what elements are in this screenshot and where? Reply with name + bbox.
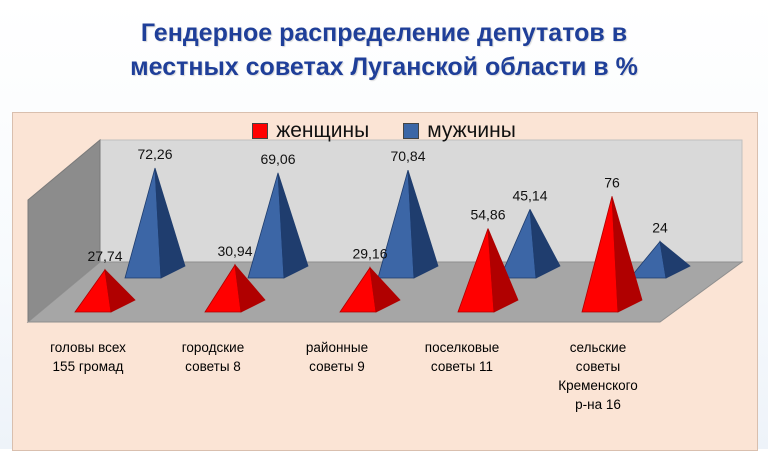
chart-title-line-2: местных советах Луганской области в % [130,53,638,81]
women-value-label-5: 76 [604,174,620,190]
women-pyramid-4 [457,228,519,313]
women-value-label-3: 29,16 [352,246,387,262]
legend-item-women: женщины [252,119,369,143]
legend-swatch-women [252,123,269,139]
men-pyramid-3-side-face [407,170,439,279]
women-pyramid-2-side-face [234,263,266,313]
category-label-5-line-2: советы [575,359,621,374]
men-pyramid-4-side-face [529,209,561,279]
men-pyramid-5-side-face [659,240,691,279]
legend-label-men: мужчины [427,119,516,142]
category-label-4-line-2: советы 11 [430,359,494,374]
category-label-2-line-2: советы 8 [185,359,241,374]
legend-item-men: мужчины [403,119,516,143]
men-value-label-5: 24 [652,219,668,235]
category-label-1-line-2: 155 громад [52,359,124,374]
men-pyramid-4 [499,209,561,279]
category-label-5-line-4: р-на 16 [575,397,621,412]
women-pyramid-2 [204,263,266,313]
men-pyramid-1-side-face [154,167,186,279]
women-pyramid-1 [74,268,136,313]
women-value-label-4: 54,86 [470,206,505,222]
category-label-3-line-2: советы 9 [309,359,365,374]
legend: женщины мужчины [0,116,768,146]
category-label-3: районные советы 9 [277,338,397,376]
category-label-2-line-1: городские [181,340,245,355]
men-pyramid-3 [377,170,439,279]
legend-swatch-men [403,123,420,139]
category-label-1: головы всех 155 громад [28,338,148,376]
men-value-label-4: 45,14 [512,187,547,203]
women-pyramid-3-side-face [369,266,401,313]
men-value-label-2: 69,06 [260,151,295,167]
category-label-5-line-1: сельские [569,340,627,355]
category-label-3-line-1: районные [305,340,369,355]
men-value-label-3: 70,84 [390,148,425,164]
category-label-4-line-1: поселковые [424,340,500,355]
category-label-4: поселковые советы 11 [402,338,522,376]
men-pyramid-2 [247,172,309,279]
men-pyramid-1 [124,167,186,279]
chart-title: Гендерное распределение депутатов в мест… [0,16,768,84]
category-label-5: сельские советы Кременского р-на 16 [538,338,658,414]
men-pyramid-2-side-face [277,172,309,279]
women-pyramid-1-side-face [104,268,136,313]
women-pyramid-4-side-face [487,228,519,313]
category-label-5-line-3: Кременского [558,378,638,393]
women-pyramid-5 [581,196,643,313]
women-pyramid-5-side-face [611,196,643,313]
chart-title-line-1: Гендерное распределение депутатов в [140,19,628,47]
women-value-label-2: 30,94 [217,243,252,259]
category-label-2: городские советы 8 [153,338,273,376]
men-pyramid-5 [629,240,691,279]
category-label-1-line-1: головы всех [50,340,126,355]
legend-label-women: женщины [276,119,370,142]
women-value-label-1: 27,74 [87,248,122,264]
women-pyramid-3 [339,266,401,313]
men-value-label-1: 72,26 [137,146,172,162]
